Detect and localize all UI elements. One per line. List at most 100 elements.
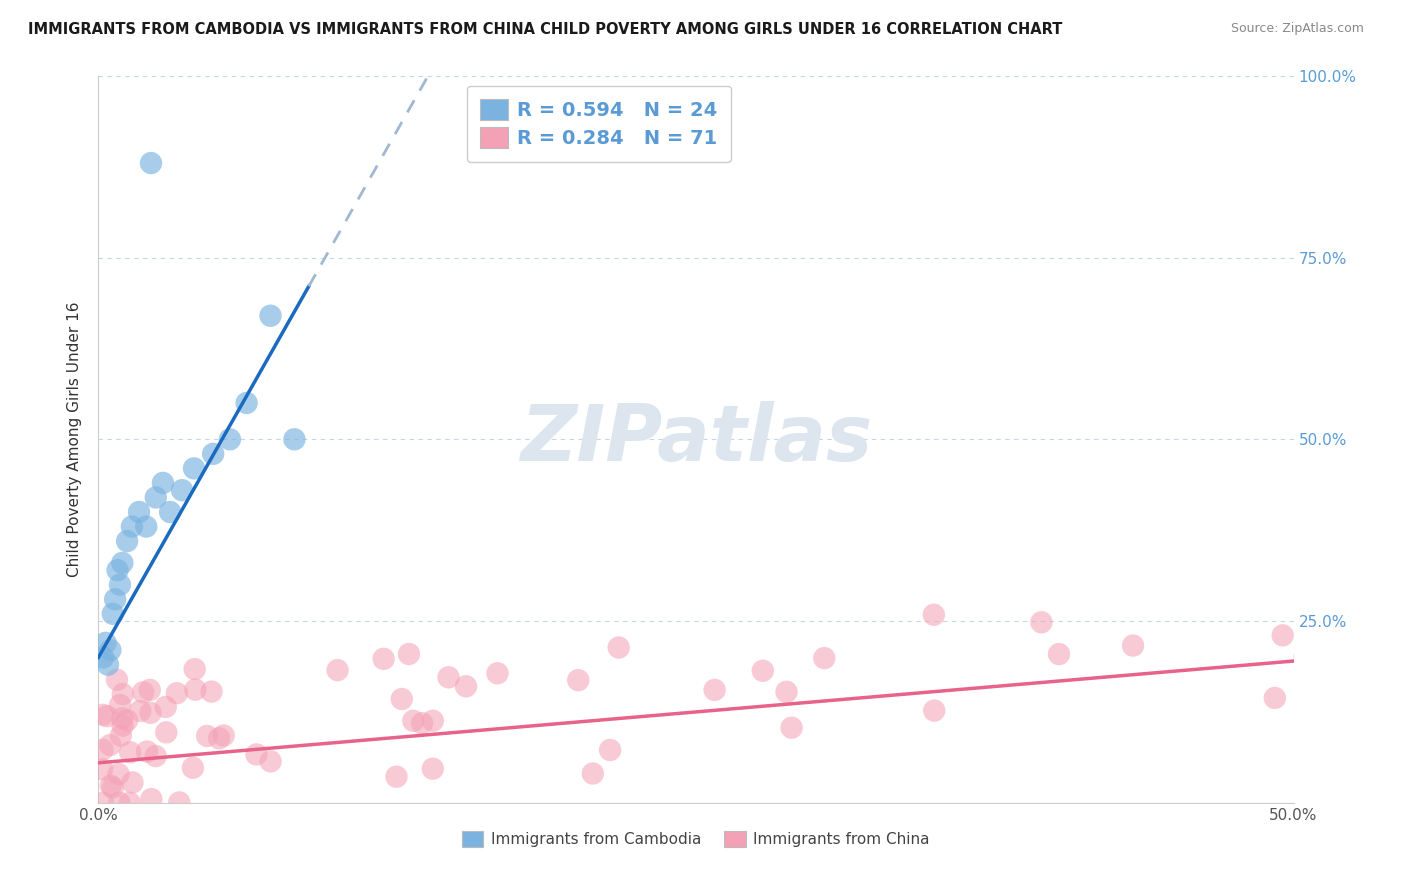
- Text: IMMIGRANTS FROM CAMBODIA VS IMMIGRANTS FROM CHINA CHILD POVERTY AMONG GIRLS UNDE: IMMIGRANTS FROM CAMBODIA VS IMMIGRANTS F…: [28, 22, 1063, 37]
- Point: [152, 475, 174, 490]
- Point: [145, 491, 167, 505]
- Point: [98, 643, 122, 657]
- Point: [139, 156, 162, 170]
- Point: [703, 682, 725, 697]
- Point: [107, 563, 129, 577]
- Point: [96, 709, 118, 723]
- Point: [115, 714, 138, 728]
- Point: [202, 447, 225, 461]
- Point: [100, 779, 122, 793]
- Point: [1271, 628, 1294, 642]
- Point: [91, 707, 114, 722]
- Point: [104, 592, 127, 607]
- Point: [135, 519, 157, 533]
- Point: [385, 770, 408, 784]
- Point: [219, 432, 242, 446]
- Point: [108, 796, 131, 810]
- Point: [141, 792, 163, 806]
- Point: [121, 519, 143, 533]
- Point: [139, 682, 162, 697]
- Point: [183, 461, 205, 475]
- Point: [166, 686, 188, 700]
- Point: [373, 652, 395, 666]
- Point: [107, 767, 129, 781]
- Point: [91, 742, 114, 756]
- Point: [212, 729, 235, 743]
- Point: [169, 796, 191, 810]
- Point: [101, 780, 124, 795]
- Point: [422, 714, 444, 728]
- Point: [94, 636, 117, 650]
- Point: [422, 762, 444, 776]
- Point: [1306, 676, 1329, 690]
- Point: [155, 725, 177, 739]
- Point: [582, 766, 605, 780]
- Point: [128, 505, 150, 519]
- Point: [91, 650, 114, 665]
- Point: [97, 657, 120, 672]
- Point: [486, 666, 509, 681]
- Point: [411, 716, 433, 731]
- Point: [98, 738, 121, 752]
- Point: [111, 711, 134, 725]
- Point: [259, 309, 281, 323]
- Point: [91, 762, 114, 776]
- Point: [195, 729, 218, 743]
- Point: [183, 662, 205, 676]
- Point: [159, 505, 181, 519]
- Point: [200, 684, 222, 698]
- Point: [1047, 647, 1070, 661]
- Point: [245, 747, 267, 762]
- Point: [454, 679, 477, 693]
- Point: [259, 755, 281, 769]
- Point: [208, 731, 231, 746]
- Point: [607, 640, 630, 655]
- Point: [120, 745, 142, 759]
- Point: [181, 761, 204, 775]
- Point: [391, 692, 413, 706]
- Point: [155, 700, 177, 714]
- Point: [129, 704, 152, 718]
- Point: [813, 651, 835, 665]
- Point: [145, 749, 167, 764]
- Point: [172, 483, 194, 498]
- Point: [1294, 649, 1316, 664]
- Point: [398, 647, 420, 661]
- Point: [115, 534, 138, 549]
- Point: [139, 706, 162, 720]
- Point: [922, 607, 945, 622]
- Point: [567, 673, 589, 688]
- Point: [780, 721, 803, 735]
- Point: [922, 704, 945, 718]
- Point: [105, 673, 128, 687]
- Point: [599, 743, 621, 757]
- Point: [752, 664, 775, 678]
- Point: [118, 796, 141, 810]
- Legend: Immigrants from Cambodia, Immigrants from China: Immigrants from Cambodia, Immigrants fro…: [456, 824, 936, 854]
- Point: [1264, 690, 1286, 705]
- Point: [235, 396, 257, 410]
- Point: [108, 578, 131, 592]
- Point: [91, 796, 114, 810]
- Point: [1122, 639, 1144, 653]
- Point: [108, 698, 131, 712]
- Point: [111, 556, 134, 570]
- Point: [111, 687, 134, 701]
- Point: [1031, 615, 1053, 630]
- Point: [111, 719, 134, 733]
- Point: [402, 714, 425, 728]
- Point: [437, 670, 460, 684]
- Text: ZIPatlas: ZIPatlas: [520, 401, 872, 477]
- Point: [121, 775, 143, 789]
- Point: [775, 685, 797, 699]
- Text: Source: ZipAtlas.com: Source: ZipAtlas.com: [1230, 22, 1364, 36]
- Point: [283, 432, 305, 446]
- Point: [136, 745, 159, 759]
- Point: [1296, 578, 1319, 592]
- Point: [184, 682, 207, 697]
- Point: [101, 607, 124, 621]
- Y-axis label: Child Poverty Among Girls Under 16: Child Poverty Among Girls Under 16: [67, 301, 83, 577]
- Point: [132, 685, 155, 699]
- Point: [110, 729, 132, 743]
- Point: [326, 663, 349, 677]
